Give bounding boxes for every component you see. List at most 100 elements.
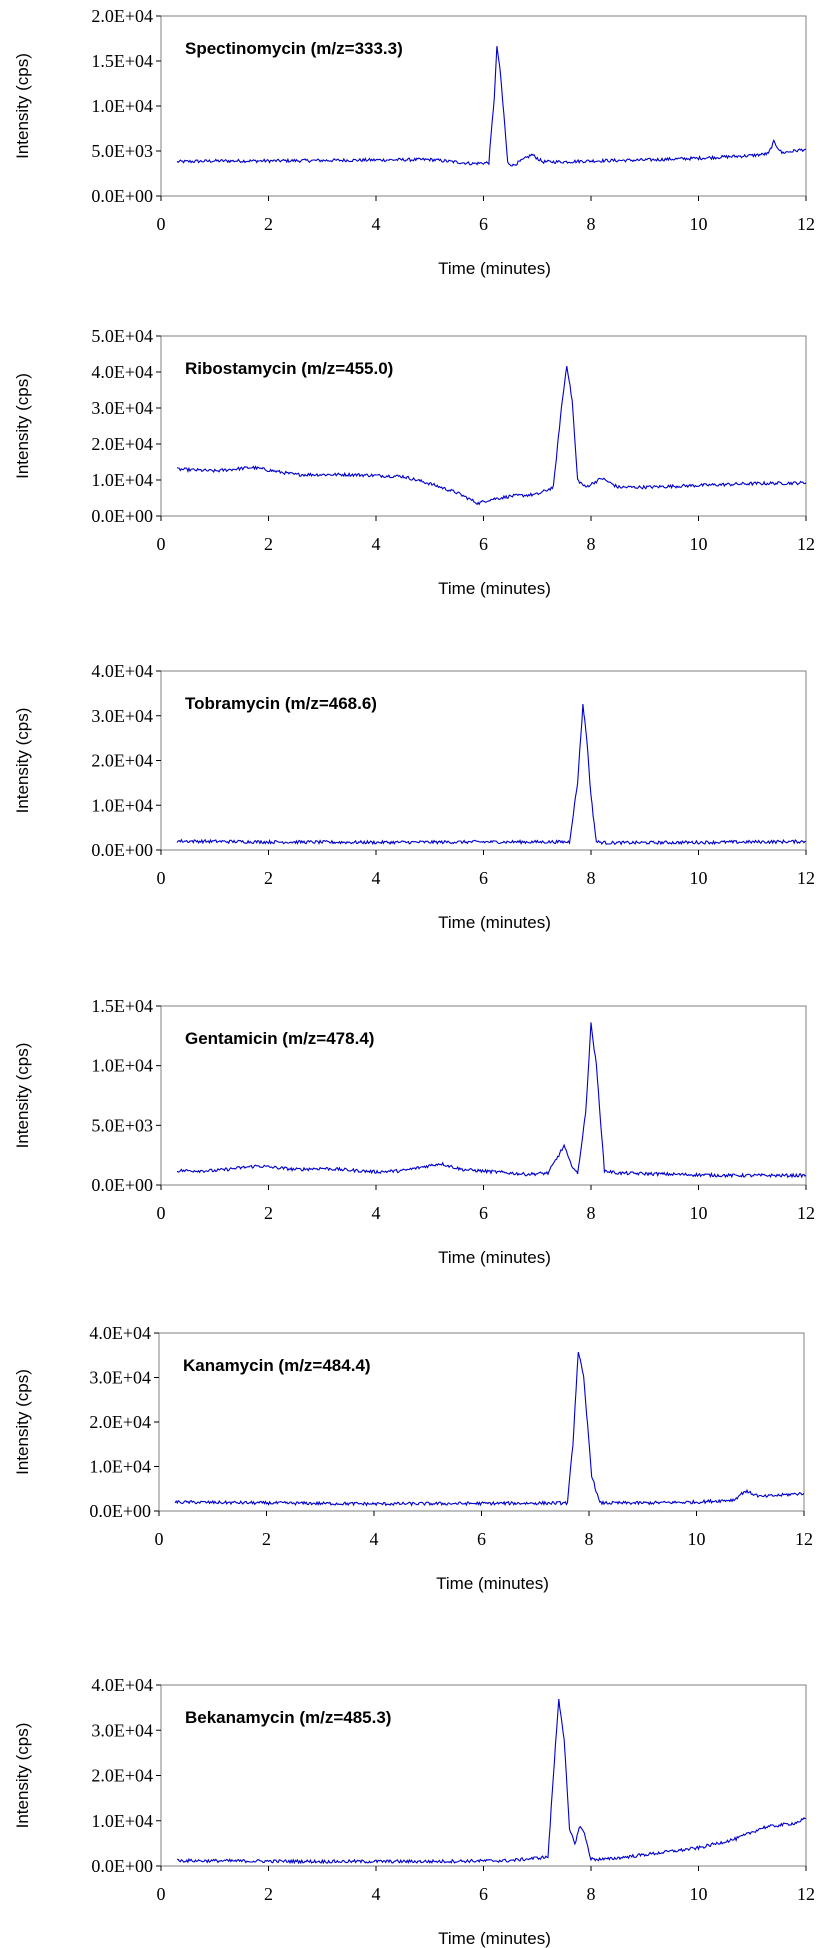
y-tick-label: 1.0E+04	[89, 1457, 151, 1477]
x-tick-label: 0	[155, 1529, 164, 1549]
chart-title: Bekanamycin (m/z=485.3)	[185, 1708, 391, 1727]
y-tick-label: 4.0E+04	[89, 1323, 151, 1343]
x-tick-label: 2	[264, 214, 273, 234]
y-axis-title: Intensity (cps)	[13, 53, 32, 159]
chart-3: 0.0E+00 1.0E+04 2.0E+04 3.0E+04 4.0E+04 0 2 4 6 8…	[13, 661, 815, 932]
x-tick-label: 6	[479, 534, 488, 554]
y-tick-label: 0.0E+00	[91, 1856, 153, 1876]
series-line	[176, 46, 807, 167]
x-tick-label: 6	[479, 1203, 488, 1223]
x-tick-label: 12	[797, 868, 815, 888]
x-tick-label: 2	[264, 1203, 273, 1223]
x-tick-label: 6	[479, 868, 488, 888]
chart-4: 0.0E+00 5.0E+03 1.0E+04 1.5E+04 0 2 4 6 8 10 12 Tim…	[13, 996, 815, 1267]
x-tick-label: 8	[587, 534, 596, 554]
y-axis-title: Intensity (cps)	[13, 1723, 32, 1829]
x-tick-label: 8	[587, 1884, 596, 1904]
series-line	[177, 1699, 806, 1865]
x-tick-label: 2	[264, 1884, 273, 1904]
x-tick-label: 10	[690, 1203, 708, 1223]
x-axis-title: Time (minutes)	[438, 579, 551, 598]
x-tick-label: 4	[372, 1203, 381, 1223]
x-tick-label: 10	[690, 868, 708, 888]
y-tick-label: 1.0E+04	[91, 1811, 153, 1831]
y-tick-label: 3.0E+04	[89, 1368, 151, 1388]
y-tick-label: 3.0E+04	[91, 1720, 153, 1740]
x-tick-label: 8	[587, 1203, 596, 1223]
y-tick-label: 3.0E+04	[91, 706, 153, 726]
y-tick-label: 1.5E+04	[91, 996, 153, 1016]
x-tick-label: 8	[587, 214, 596, 234]
chart-5: 0.0E+00 1.0E+04 2.0E+04 3.0E+04 4.0E+04 0 2 4 6 8…	[13, 1323, 813, 1593]
y-tick-label: 0.0E+00	[91, 506, 153, 526]
chart-title: Tobramycin (m/z=468.6)	[185, 694, 377, 713]
x-tick-label: 12	[797, 1884, 815, 1904]
x-axis-title: Time (minutes)	[438, 259, 551, 278]
y-tick-label: 1.0E+04	[91, 1056, 153, 1076]
chart-title: Gentamicin (m/z=478.4)	[185, 1029, 374, 1048]
x-tick-label: 10	[690, 534, 708, 554]
y-axis-title: Intensity (cps)	[13, 1369, 32, 1475]
y-tick-label: 1.5E+04	[91, 51, 153, 71]
x-tick-label: 0	[157, 1884, 166, 1904]
chart-title: Spectinomycin (m/z=333.3)	[185, 39, 403, 58]
x-tick-label: 10	[690, 214, 708, 234]
series-line	[176, 703, 807, 846]
series-line	[174, 1351, 805, 1507]
y-tick-label: 4.0E+04	[91, 661, 153, 681]
x-tick-label: 6	[479, 214, 488, 234]
y-axis-title: Intensity (cps)	[13, 1043, 32, 1149]
x-tick-label: 2	[264, 868, 273, 888]
y-tick-label: 1.0E+04	[91, 470, 153, 490]
x-tick-label: 0	[157, 1203, 166, 1223]
y-axis-title: Intensity (cps)	[13, 708, 32, 814]
y-tick-label: 0.0E+00	[89, 1501, 151, 1521]
y-tick-label: 0.0E+00	[91, 1175, 153, 1195]
x-tick-label: 12	[797, 1203, 815, 1223]
x-tick-label: 6	[479, 1884, 488, 1904]
x-tick-label: 6	[477, 1529, 486, 1549]
chart-6: 0.0E+00 1.0E+04 2.0E+04 3.0E+04 4.0E+04 0 2 4 6 8…	[13, 1675, 815, 1948]
x-axis-title: Time (minutes)	[436, 1574, 549, 1593]
y-tick-label: 2.0E+04	[91, 434, 153, 454]
x-tick-label: 10	[690, 1884, 708, 1904]
series-line	[176, 366, 807, 506]
y-tick-label: 2.0E+04	[89, 1412, 151, 1432]
x-tick-label: 10	[688, 1529, 706, 1549]
x-axis-title: Time (minutes)	[438, 1248, 551, 1267]
y-tick-label: 0.0E+00	[91, 840, 153, 860]
chart-1: 0.0E+00 5.0E+03 1.0E+04 1.5E+04 2.0E+04 0 2 4 6 8…	[13, 6, 815, 278]
chart-title: Kanamycin (m/z=484.4)	[183, 1356, 371, 1375]
x-tick-label: 2	[264, 534, 273, 554]
y-tick-label: 1.0E+04	[91, 96, 153, 116]
y-tick-label: 2.0E+04	[91, 6, 153, 26]
x-tick-label: 4	[372, 1884, 381, 1904]
y-tick-label: 2.0E+04	[91, 1766, 153, 1786]
x-tick-label: 8	[585, 1529, 594, 1549]
x-tick-label: 2	[262, 1529, 271, 1549]
x-tick-label: 0	[157, 534, 166, 554]
y-axis-title: Intensity (cps)	[13, 373, 32, 479]
series-line	[176, 1022, 807, 1179]
x-tick-label: 4	[372, 214, 381, 234]
x-tick-label: 4	[372, 868, 381, 888]
x-tick-label: 4	[370, 1529, 379, 1549]
x-tick-label: 8	[587, 868, 596, 888]
x-tick-label: 12	[797, 534, 815, 554]
y-tick-label: 5.0E+04	[91, 326, 153, 346]
chart-2: 0.0E+00 1.0E+04 2.0E+04 3.0E+04 4.0E+04 5.0E+…	[13, 326, 815, 598]
x-tick-label: 0	[157, 214, 166, 234]
x-tick-label: 12	[797, 214, 815, 234]
y-tick-label: 5.0E+03	[91, 141, 153, 161]
y-tick-label: 0.0E+00	[91, 186, 153, 206]
y-tick-label: 3.0E+04	[91, 398, 153, 418]
chart-title: Ribostamycin (m/z=455.0)	[185, 359, 393, 378]
x-axis-title: Time (minutes)	[438, 1929, 551, 1948]
y-tick-label: 4.0E+04	[91, 1675, 153, 1695]
x-tick-label: 12	[795, 1529, 813, 1549]
y-tick-label: 5.0E+03	[91, 1115, 153, 1135]
x-tick-label: 4	[372, 534, 381, 554]
y-tick-label: 2.0E+04	[91, 751, 153, 771]
x-tick-label: 0	[157, 868, 166, 888]
